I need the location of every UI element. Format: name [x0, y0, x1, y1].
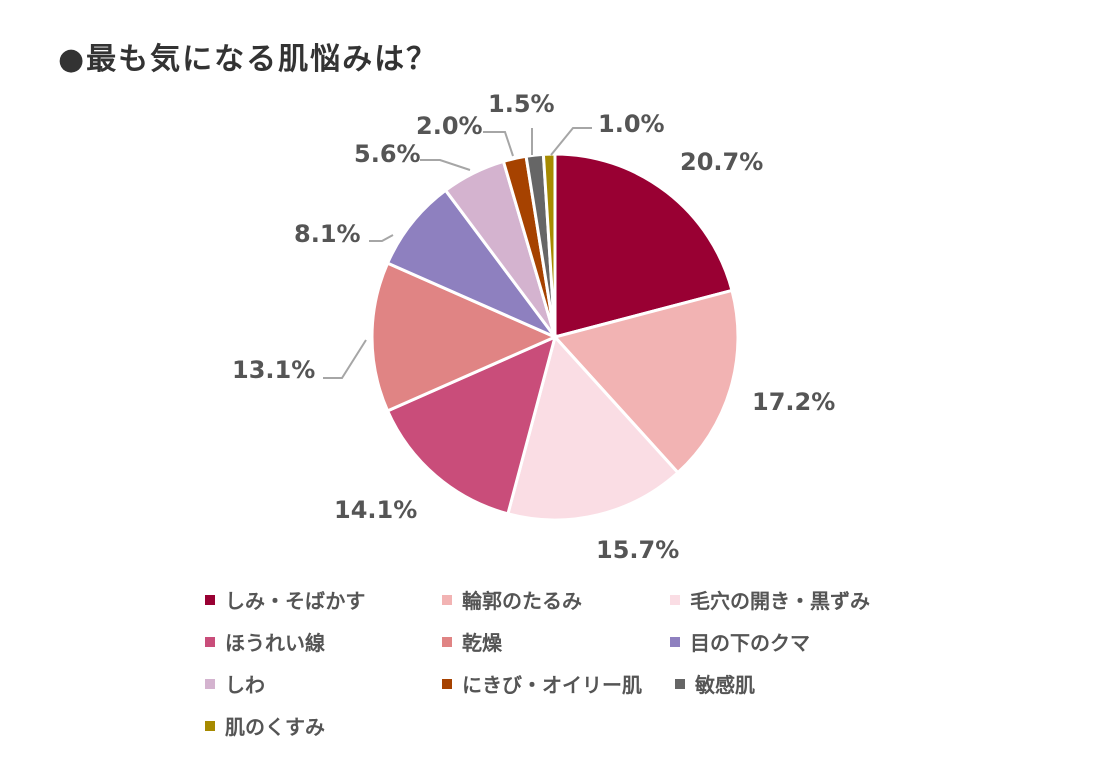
legend-item: ほうれい線	[205, 627, 325, 656]
pie-slice	[385, 188, 560, 341]
legend-swatch	[670, 594, 680, 605]
leader-line	[369, 234, 394, 242]
legend-swatch	[205, 594, 215, 605]
legend-item: しみ・そばかす	[205, 585, 365, 614]
legend-label: 乾燥	[462, 631, 502, 655]
legend-label: 目の下のクマ	[690, 631, 810, 655]
pie-slice	[385, 334, 558, 516]
legend-label: 毛穴の開き・黒ずみ	[690, 589, 870, 613]
data-label: 20.7%	[680, 148, 763, 176]
legend-label: しみ・そばかす	[225, 589, 366, 613]
chart-title: ●最も気になる肌悩みは？	[58, 42, 439, 77]
legend-swatch	[442, 636, 452, 647]
legend-swatch	[442, 594, 452, 605]
legend-swatch	[675, 678, 685, 689]
legend-label: にきび・オイリー肌	[462, 673, 642, 697]
legend-item: 肌のくすみ	[205, 711, 325, 740]
leader-line	[323, 339, 367, 379]
leader-line	[420, 159, 471, 171]
legend-item: 目の下のクマ	[670, 627, 810, 656]
legend-item: しわ	[205, 669, 265, 698]
legend-item: 毛穴の開き・黒ずみ	[670, 585, 870, 614]
pie-slice	[541, 152, 557, 338]
legend-label: 輪郭のたるみ	[462, 589, 582, 613]
pie-slice	[553, 152, 734, 339]
data-label: 1.5%	[488, 90, 555, 118]
legend-label: ほうれい線	[225, 631, 325, 655]
pie-slice	[506, 333, 681, 522]
data-label: 13.1%	[232, 356, 315, 384]
legend-swatch	[205, 720, 215, 731]
legend-swatch	[205, 636, 215, 647]
legend-item: にきび・オイリー肌	[442, 669, 642, 698]
legend-label: しわ	[225, 673, 265, 697]
legend-item: 敏感肌	[675, 669, 755, 698]
leader-line	[550, 127, 592, 156]
data-label: 15.7%	[596, 536, 679, 564]
legend-item: 輪郭のたるみ	[442, 585, 582, 614]
data-label: 14.1%	[334, 496, 417, 524]
leader-line	[483, 131, 514, 157]
pie-slice	[552, 288, 740, 475]
data-label: 17.2%	[752, 388, 835, 416]
legend-label: 敏感肌	[695, 673, 755, 697]
data-label: 2.0%	[416, 112, 483, 140]
legend-swatch	[442, 678, 452, 689]
legend-swatch	[670, 636, 680, 647]
legend-label: 肌のくすみ	[225, 715, 325, 739]
pie-slice	[370, 261, 559, 413]
data-label: 5.6%	[354, 140, 421, 168]
legend-swatch	[205, 678, 215, 689]
legend-item: 乾燥	[442, 627, 502, 656]
data-label: 1.0%	[598, 110, 665, 138]
data-label: 8.1%	[294, 220, 361, 248]
